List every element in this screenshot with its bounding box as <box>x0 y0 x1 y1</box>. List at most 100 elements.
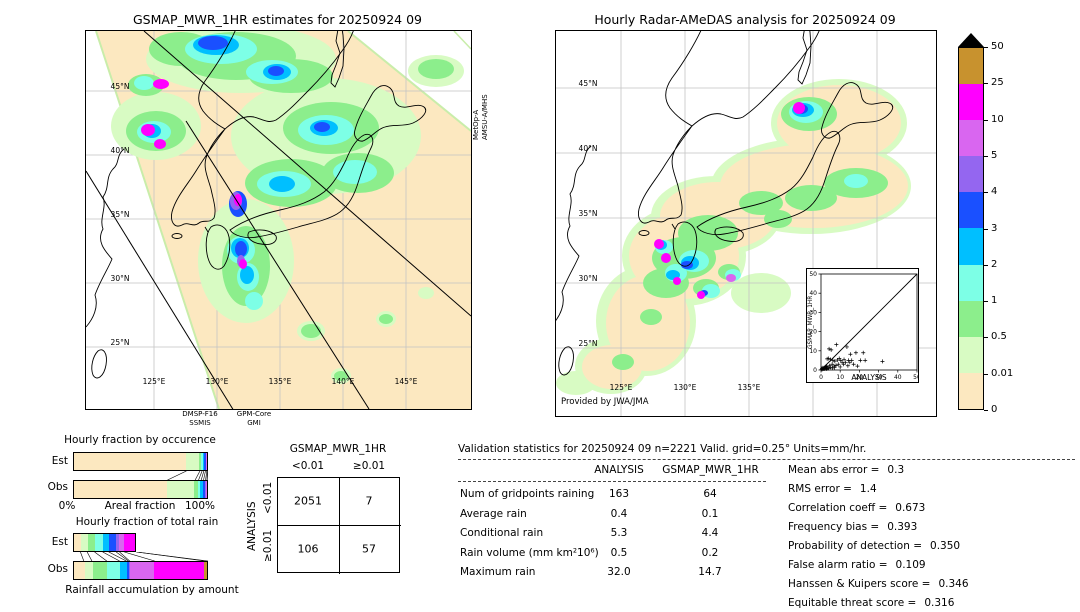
validation-gsmap-value: 4.4 <box>701 527 719 539</box>
totalrain-est-bar <box>73 533 208 552</box>
svg-text:50: 50 <box>809 271 817 278</box>
totalrain-title: Hourly fraction of total rain <box>75 516 219 528</box>
stat-label: Frequency bias = <box>788 520 880 533</box>
colorbar-tick <box>984 155 988 157</box>
validation-stat-line: Probability of detection = 0.350 <box>788 536 1076 555</box>
validation-col-gsmap: GSMAP_MWR_1HR <box>662 464 759 476</box>
bar-segment <box>94 534 103 551</box>
validation-analysis-value: 0.5 <box>610 546 628 559</box>
stat-value: 0.350 <box>930 539 961 552</box>
svg-text:GSMAP_MWR_1HR: GSMAP_MWR_1HR <box>808 296 814 349</box>
colorbar-label: 50 <box>991 41 1004 52</box>
validation-header: Validation statistics for 20250924 09 n=… <box>458 443 867 455</box>
bar-segment <box>84 562 93 579</box>
coastlines <box>86 31 427 379</box>
bar-segment <box>167 481 195 498</box>
left-map-title: GSMAP_MWR_1HR estimates for 20250924 09 <box>133 12 422 27</box>
colorbar-label: 0 <box>991 404 998 415</box>
bar-segment <box>204 481 206 498</box>
totalrain-caption: Rainfall accumulation by amount <box>65 584 239 596</box>
lat-label: 45°N <box>578 79 598 88</box>
validation-analysis-value: 5.3 <box>610 527 628 539</box>
lat-label: 30°N <box>110 274 130 283</box>
colorbar-label: 5 <box>991 149 998 161</box>
svg-text:0: 0 <box>813 367 817 374</box>
colorbar-segment <box>959 48 983 85</box>
sensor-label-gpm: GPM-Core GMI <box>228 410 280 427</box>
contingency-col-title: GSMAP_MWR_1HR <box>289 443 387 455</box>
validation-stat-line: Mean abs error = 0.3 <box>788 460 1076 479</box>
contingency-row-header-ge: ≥0.01 <box>262 529 274 562</box>
validation-stat-line: Correlation coeff = 0.673 <box>788 498 1076 517</box>
contingency-grid <box>277 477 401 574</box>
totalrain-est-label: Est <box>51 536 68 548</box>
occurrence-est-bar <box>73 452 208 471</box>
colorbar-segment <box>959 300 983 337</box>
validation-stat-line: Equitable threat score = 0.316 <box>788 593 1076 612</box>
svg-text:40: 40 <box>894 374 902 381</box>
contingency-row-header-lt: <0.01 <box>262 481 274 514</box>
bar-segment <box>115 534 120 551</box>
lat-label: 25°N <box>578 339 598 348</box>
svg-text:50: 50 <box>913 374 918 381</box>
colorbar-label: 4 <box>991 186 998 198</box>
validation-stats: Mean abs error = 0.3 RMS error = 1.4 Correla… <box>788 460 1076 612</box>
bar-segment <box>74 534 82 551</box>
colorbar-label: 0.01 <box>991 367 1014 379</box>
colorbar-label: 0.5 <box>991 331 1007 343</box>
left-map-canvas <box>86 31 471 409</box>
validation-row-label: Num of gridpoints raining <box>460 488 595 500</box>
colorbar-tick <box>984 410 988 411</box>
stat-value: 1.4 <box>859 482 877 495</box>
validation-analysis-value: 32.0 <box>607 566 631 578</box>
stat-value: 0.673 <box>895 501 926 514</box>
validation-gsmap-value: 0.2 <box>701 546 719 559</box>
bar-segment <box>197 481 201 498</box>
colorbar-tick <box>984 228 988 230</box>
validation-stat-line: RMS error = 1.4 <box>788 479 1076 498</box>
occurrence-title: Hourly fraction by occurence <box>64 434 216 446</box>
validation-row: Rain volume (mm km²10⁶) 0.5 0.2 <box>458 544 766 564</box>
colorbar-tick <box>984 264 988 266</box>
bar-segment <box>74 562 85 579</box>
stat-value: 0.346 <box>938 577 969 590</box>
occurrence-obs-label: Obs <box>47 481 68 493</box>
bar-segment <box>205 453 207 470</box>
totalrain-obs-bar <box>73 561 208 580</box>
occurrence-connectors <box>167 471 208 480</box>
lat-label: 35°N <box>578 209 598 218</box>
lon-label: 130°E <box>673 383 697 392</box>
stat-label: Probability of detection = <box>788 539 923 552</box>
svg-text:20: 20 <box>856 374 864 381</box>
lat-label: 45°N <box>110 82 130 91</box>
right-map-rain-field <box>612 97 888 370</box>
svg-text:30: 30 <box>809 309 817 316</box>
stat-value: 0.3 <box>887 463 905 476</box>
colorbar-tick <box>984 192 988 194</box>
bar-segment <box>199 453 202 470</box>
svg-text:0: 0 <box>819 374 823 381</box>
divider <box>458 459 1075 460</box>
svg-text:10: 10 <box>836 374 844 381</box>
stat-value: 0.109 <box>895 558 926 571</box>
sensor-label-dmsp: DMSP-F16 SSMIS <box>170 410 230 427</box>
bar-segment <box>129 562 155 579</box>
occurrence-axis-label: Areal fraction <box>104 500 176 512</box>
colorbar-label: 2 <box>991 258 998 270</box>
validation-gsmap-value: 14.7 <box>698 566 722 578</box>
svg-text:10: 10 <box>809 348 817 355</box>
contingency-hit-miss-00: 2051 <box>294 494 322 508</box>
stat-value: 0.393 <box>887 520 918 533</box>
validation-row: Maximum rain 32.0 14.7 <box>458 563 766 583</box>
contingency-row-title: ANALYSIS <box>246 501 258 551</box>
bar-segment <box>194 481 198 498</box>
scatter-inset: 00 10 10 20 20 30 30 40 40 50 50 ANALYSIS GSMAP_MWR_… <box>806 268 919 383</box>
contingency-value-01: 7 <box>365 494 373 508</box>
colorbar-label: 1 <box>991 295 998 307</box>
sensor-line: SSMIS <box>189 418 211 427</box>
bar-segment <box>126 562 129 579</box>
validation-stat-line: Hanssen & Kuipers score = 0.346 <box>788 574 1076 593</box>
lon-label: 140°E <box>331 377 355 386</box>
contingency-col-header-ge: ≥0.01 <box>352 460 386 472</box>
